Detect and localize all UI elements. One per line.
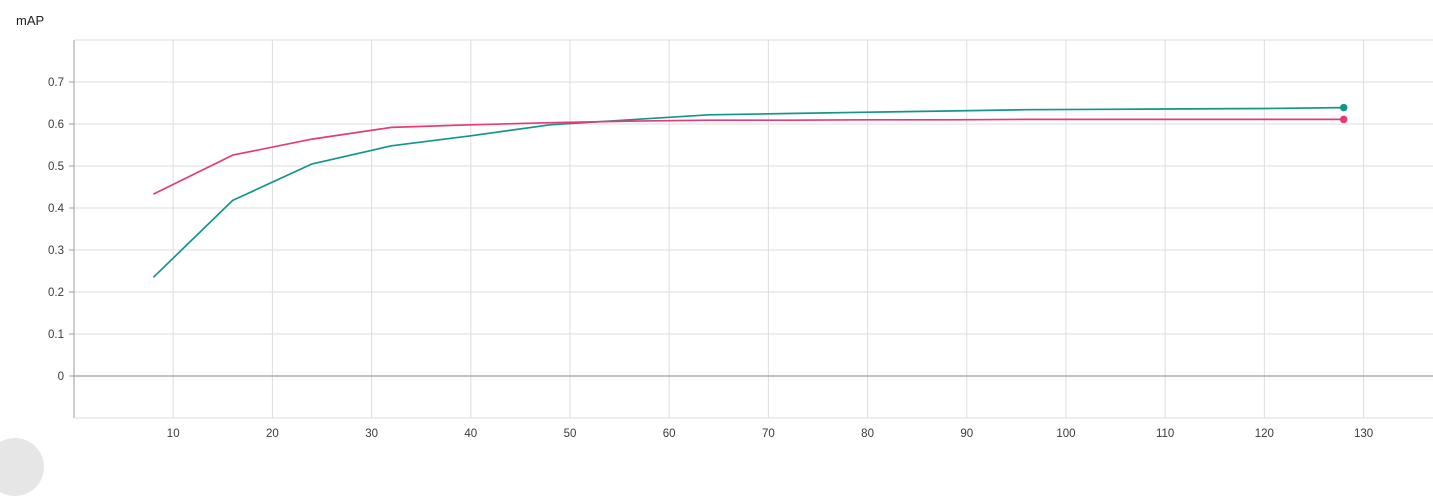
y-tick-label: 0.5	[48, 161, 64, 173]
chart-title: mAP	[16, 13, 45, 28]
y-tick-label: 0.6	[48, 119, 64, 131]
x-tick-label: 110	[1156, 428, 1174, 440]
series-1-endpoint[interactable]	[1339, 103, 1348, 112]
grid-layer	[74, 39, 1433, 418]
series-layer	[152, 103, 1348, 278]
axis-layer	[69, 40, 1433, 419]
y-tick-label: 0.3	[48, 245, 64, 257]
x-tick-label: 60	[663, 428, 676, 440]
series-1-line	[152, 106, 1344, 278]
x-tick-label: 50	[564, 428, 577, 440]
x-tick-label: 130	[1354, 428, 1373, 440]
x-tick-label: 90	[960, 428, 973, 440]
y-tick-label: 0.4	[48, 203, 65, 215]
chart-plot: 0 0.1 0.2 0.3 0.4 0.5 0.6 0.7 10 20 30 40 50 60 70 80 90…	[48, 39, 1433, 440]
x-tick-label: 70	[762, 428, 775, 440]
x-tick-label: 10	[167, 428, 180, 440]
series-2-line	[153, 118, 1344, 195]
y-tick-label: 0.7	[48, 77, 64, 89]
series-2-endpoint[interactable]	[1339, 115, 1348, 124]
y-tick-label: 0	[58, 371, 64, 383]
y-tick-label: 0.2	[48, 287, 64, 299]
x-tick-label: 100	[1056, 428, 1075, 440]
y-tick-label: 0.1	[48, 329, 64, 341]
x-tick-label: 80	[861, 428, 874, 440]
x-tick-label: 40	[464, 428, 477, 440]
tick-labels: 0 0.1 0.2 0.3 0.4 0.5 0.6 0.7 10 20 30 40 50 60 70 80 90…	[48, 77, 1373, 440]
x-tick-label: 30	[365, 428, 378, 440]
x-tick-label: 20	[266, 428, 279, 440]
x-tick-label: 120	[1255, 428, 1274, 440]
corner-button[interactable]	[0, 438, 44, 496]
